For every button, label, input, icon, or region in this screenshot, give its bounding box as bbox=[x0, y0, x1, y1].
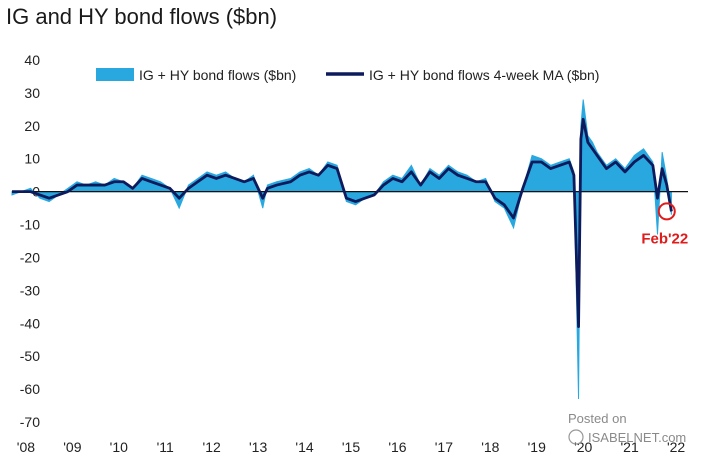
legend: IG + HY bond flows ($bn) IG + HY bond fl… bbox=[96, 67, 599, 83]
series-area-layer bbox=[11, 99, 672, 399]
y-tick-label: -10 bbox=[20, 217, 40, 233]
annotation-label: Feb'22 bbox=[641, 230, 688, 247]
x-tick-label: '22 bbox=[667, 439, 685, 455]
legend-label-flows: IG + HY bond flows ($bn) bbox=[139, 67, 296, 83]
watermark: Posted on ISABELNET.com bbox=[568, 411, 686, 445]
chart-title: IG and HY bond flows ($bn) bbox=[6, 4, 278, 29]
series-line-layer bbox=[12, 117, 673, 328]
y-tick-label: -30 bbox=[20, 282, 40, 298]
watermark-posted-on: Posted on bbox=[568, 411, 627, 426]
x-tick-label: '18 bbox=[481, 439, 499, 455]
watermark-site: ISABELNET.com bbox=[588, 430, 686, 445]
annotations: Feb'22 bbox=[641, 202, 688, 247]
y-axis-ticks: 403020100-10-20-30-40-50-60-70 bbox=[20, 52, 40, 430]
x-tick-label: '08 bbox=[17, 439, 35, 455]
x-tick-label: '15 bbox=[342, 439, 360, 455]
x-tick-label: '14 bbox=[295, 439, 313, 455]
y-tick-label: 20 bbox=[24, 118, 40, 134]
x-tick-label: '19 bbox=[528, 439, 546, 455]
ma-line bbox=[12, 117, 673, 328]
x-tick-label: '21 bbox=[621, 439, 639, 455]
y-tick-label: -60 bbox=[20, 381, 40, 397]
y-tick-label: -40 bbox=[20, 315, 40, 331]
x-axis-ticks: '08'09'10'11'12'13'14'15'16'17'18'19'20 '… bbox=[17, 439, 686, 455]
x-tick-label: '13 bbox=[249, 439, 267, 455]
x-tick-label: '09 bbox=[63, 439, 81, 455]
annotation-circle bbox=[657, 202, 676, 221]
x-tick-label: '10 bbox=[110, 439, 128, 455]
x-tick-label: '17 bbox=[435, 439, 453, 455]
y-tick-label: 40 bbox=[24, 52, 40, 68]
x-tick-label: '11 bbox=[157, 439, 174, 455]
legend-label-ma: IG + HY bond flows 4-week MA ($bn) bbox=[369, 67, 599, 83]
legend-swatch-flows bbox=[96, 68, 134, 81]
flows-area bbox=[11, 99, 672, 399]
x-tick-label: '12 bbox=[203, 439, 221, 455]
y-tick-label: -20 bbox=[20, 249, 40, 265]
x-tick-label: '16 bbox=[388, 439, 406, 455]
globe-icon bbox=[568, 429, 584, 445]
y-tick-label: -50 bbox=[20, 348, 40, 364]
y-tick-label: -70 bbox=[20, 414, 40, 430]
y-tick-label: 30 bbox=[24, 85, 40, 101]
y-tick-label: 10 bbox=[24, 151, 40, 167]
